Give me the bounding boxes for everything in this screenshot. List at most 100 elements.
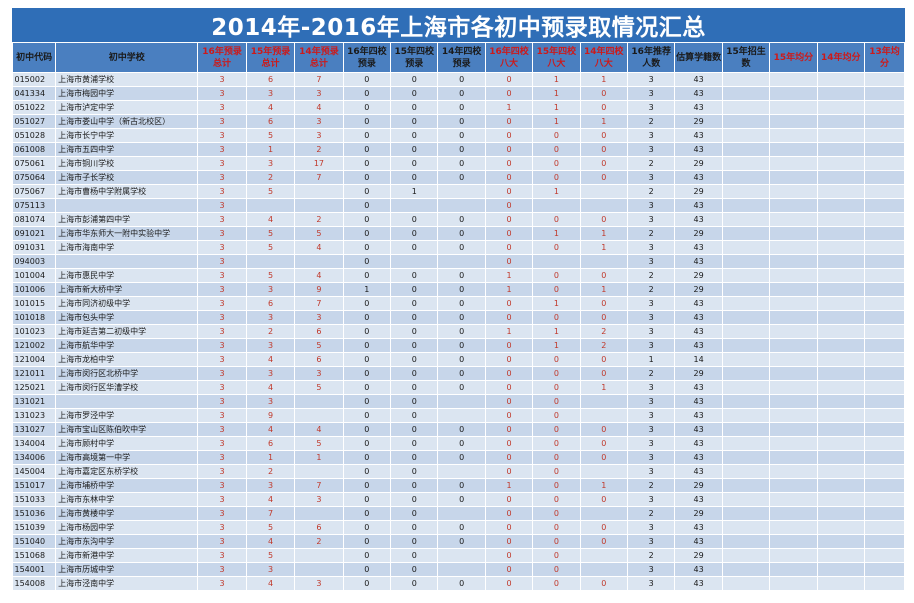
value-cell: 0	[485, 226, 534, 241]
value-cell	[580, 198, 629, 213]
value-cell	[864, 562, 906, 577]
value-cell	[769, 436, 818, 451]
value-cell: 0	[437, 576, 486, 591]
table-row: 081074 上海市彭浦第四中学 3 4 2 0 0 0 0 0 0 3 43	[12, 212, 906, 227]
value-cell: 0	[485, 170, 534, 185]
value-cell: 5	[246, 268, 296, 283]
value-cell: 0	[343, 156, 392, 171]
value-cell: 0	[580, 576, 629, 591]
value-cell: 2	[627, 506, 676, 521]
value-cell: 4	[246, 492, 296, 507]
value-cell: 1	[580, 380, 629, 395]
school-name-cell: 上海市彭浦第四中学	[55, 212, 199, 227]
school-code-cell: 125021	[12, 380, 57, 395]
value-cell: 1	[532, 100, 581, 115]
school-name-cell: 上海市嘉定区东桥学校	[55, 464, 199, 479]
value-cell	[722, 548, 771, 563]
value-cell: 0	[437, 142, 486, 157]
column-header: 16年四校八大	[484, 42, 534, 73]
value-cell: 1	[485, 282, 534, 297]
value-cell	[769, 198, 818, 213]
value-cell: 29	[674, 114, 723, 129]
value-cell	[817, 408, 865, 423]
column-header: 14年四校八大	[579, 42, 629, 73]
value-cell: 2	[294, 142, 344, 157]
value-cell	[437, 562, 486, 577]
value-cell: 1	[485, 100, 534, 115]
value-cell: 3	[197, 142, 247, 157]
table-row: 151017 上海市埔桥中学 3 3 7 0 0 0 1 0 1 2 29	[12, 478, 906, 493]
value-cell: 3	[246, 86, 296, 101]
value-cell: 6	[246, 114, 296, 129]
value-cell: 0	[437, 338, 486, 353]
value-cell: 0	[390, 142, 439, 157]
value-cell	[817, 366, 865, 381]
value-cell: 3	[627, 198, 676, 213]
value-cell	[864, 268, 906, 283]
value-cell	[817, 226, 865, 241]
value-cell: 3	[627, 212, 676, 227]
value-cell	[864, 380, 906, 395]
column-header: 估算学籍数	[674, 42, 723, 73]
value-cell	[769, 576, 818, 591]
value-cell: 0	[532, 492, 581, 507]
value-cell: 3	[627, 576, 676, 591]
value-cell: 5	[294, 338, 344, 353]
value-cell	[722, 394, 771, 409]
value-cell: 43	[674, 422, 723, 437]
value-cell	[769, 268, 818, 283]
school-name-cell: 上海市娄山中学（新古北校区）	[55, 114, 199, 129]
value-cell: 29	[674, 156, 723, 171]
value-cell	[580, 254, 629, 269]
value-cell: 5	[294, 436, 344, 451]
value-cell: 0	[343, 520, 392, 535]
value-cell: 29	[674, 268, 723, 283]
value-cell: 7	[294, 72, 344, 87]
value-cell: 0	[437, 492, 486, 507]
value-cell	[864, 408, 906, 423]
school-name-cell: 上海市新大桥中学	[55, 282, 199, 297]
column-header: 初中代码	[11, 42, 57, 73]
value-cell	[722, 422, 771, 437]
value-cell: 0	[343, 114, 392, 129]
value-cell: 29	[674, 366, 723, 381]
value-cell: 0	[343, 352, 392, 367]
value-cell: 43	[674, 408, 723, 423]
value-cell	[722, 296, 771, 311]
value-cell: 0	[390, 212, 439, 227]
value-cell: 0	[532, 478, 581, 493]
value-cell: 0	[343, 492, 392, 507]
value-cell: 0	[390, 562, 439, 577]
value-cell	[580, 506, 629, 521]
school-code-cell: 075064	[12, 170, 57, 185]
value-cell: 0	[390, 450, 439, 465]
school-code-cell: 151068	[12, 548, 57, 563]
value-cell: 0	[485, 534, 534, 549]
value-cell: 3	[294, 310, 344, 325]
table-row: 154008 上海市泾南中学 3 4 3 0 0 0 0 0 0 3 43	[12, 576, 906, 591]
value-cell	[769, 100, 818, 115]
value-cell: 0	[343, 576, 392, 591]
column-header: 15年预录总计	[245, 42, 296, 73]
school-code-cell: 075067	[12, 184, 57, 199]
value-cell: 0	[532, 128, 581, 143]
value-cell	[769, 72, 818, 87]
value-cell	[817, 394, 865, 409]
value-cell	[864, 324, 906, 339]
school-name-cell: 上海市东沟中学	[55, 534, 199, 549]
value-cell	[817, 212, 865, 227]
table-row: 101004 上海市惠民中学 3 5 4 0 0 0 1 0 0 2 29	[12, 268, 906, 283]
value-cell: 0	[532, 576, 581, 591]
value-cell: 0	[390, 296, 439, 311]
value-cell	[817, 156, 865, 171]
value-cell	[864, 156, 906, 171]
table-row: 154001 上海市历城中学 3 3 0 0 0 0 3 43	[12, 562, 906, 577]
value-cell	[769, 86, 818, 101]
school-code-cell: 051028	[12, 128, 57, 143]
value-cell: 0	[390, 506, 439, 521]
value-cell: 3	[197, 506, 247, 521]
value-cell: 0	[437, 282, 486, 297]
value-cell: 0	[343, 254, 392, 269]
value-cell	[722, 520, 771, 535]
school-name-cell: 上海市东林中学	[55, 492, 199, 507]
